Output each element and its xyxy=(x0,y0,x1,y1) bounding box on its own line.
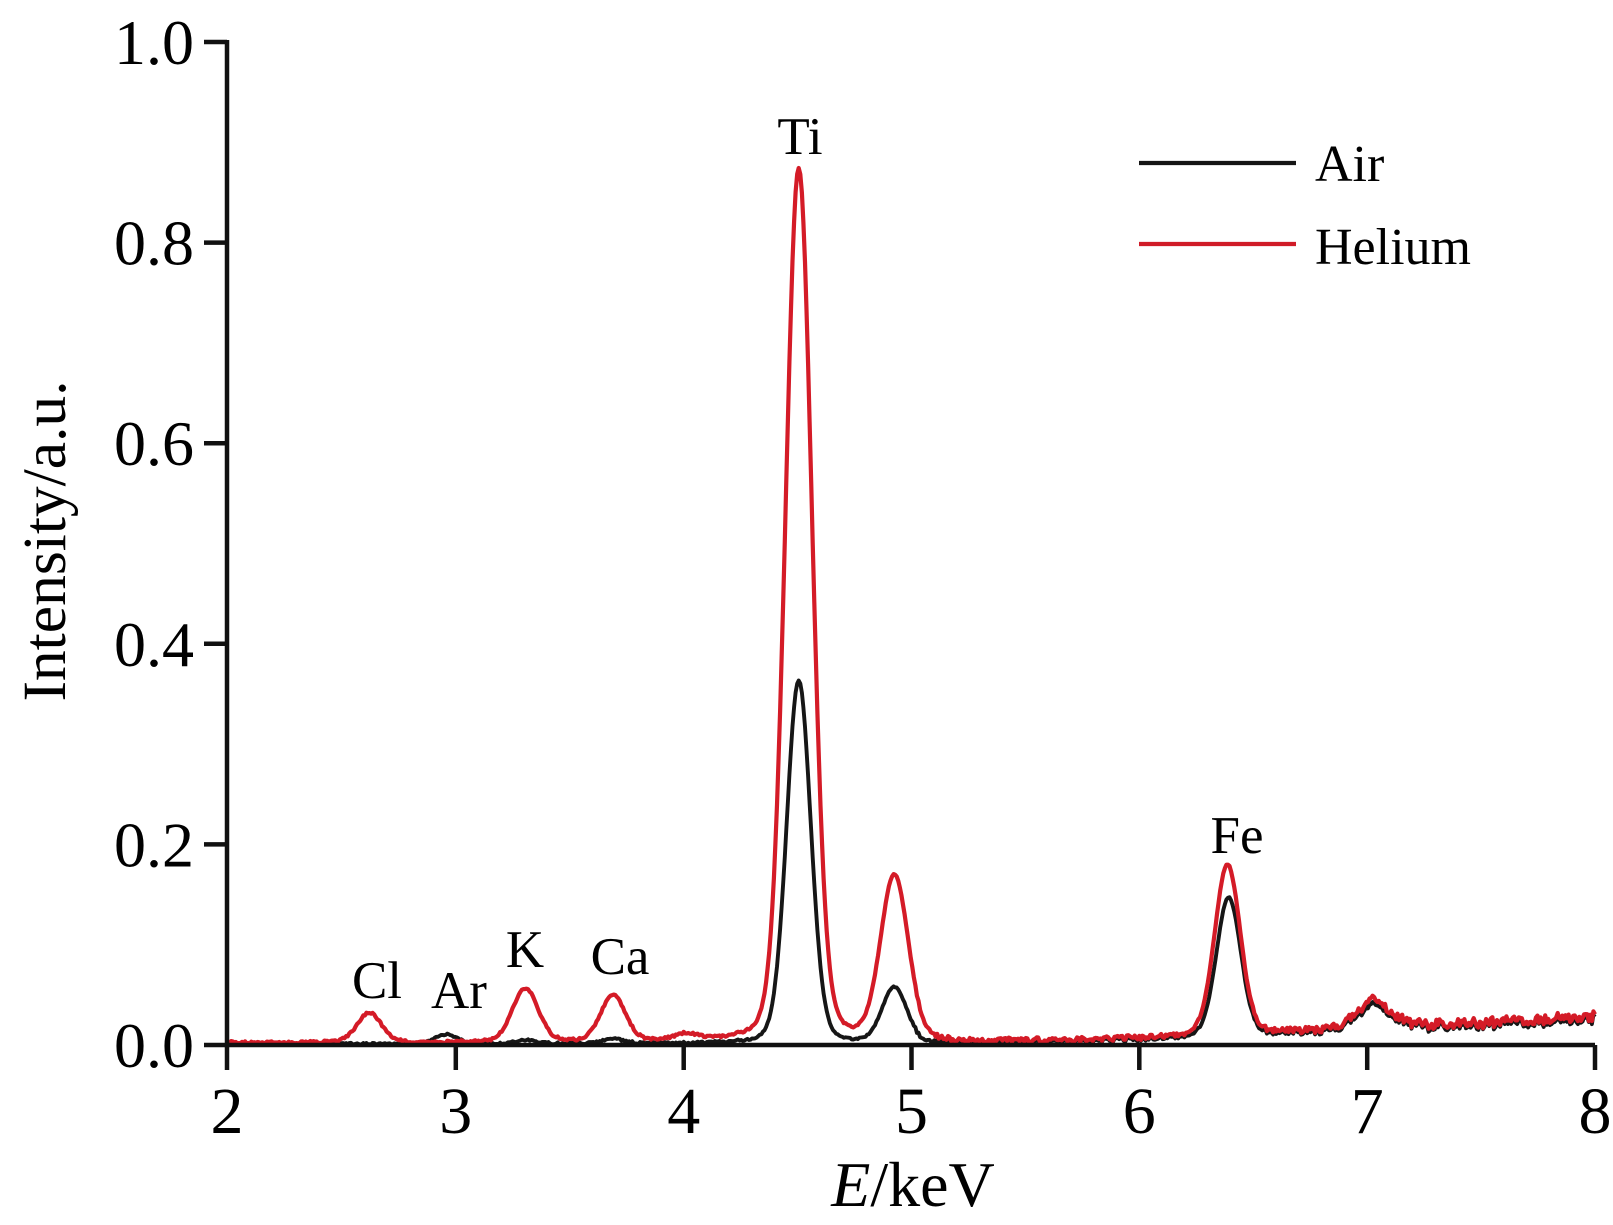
svg-text:0.4: 0.4 xyxy=(114,609,194,680)
svg-text:Ti: Ti xyxy=(777,108,822,166)
svg-text:4: 4 xyxy=(667,1075,700,1148)
svg-text:8: 8 xyxy=(1579,1075,1612,1148)
svg-text:K: K xyxy=(506,921,544,979)
svg-text:5: 5 xyxy=(895,1075,928,1148)
svg-text:Air: Air xyxy=(1315,136,1384,193)
svg-text:7: 7 xyxy=(1351,1075,1384,1148)
svg-text:2: 2 xyxy=(211,1075,244,1148)
svg-text:Intensity/a.u.: Intensity/a.u. xyxy=(11,380,79,701)
svg-text:Cl: Cl xyxy=(352,952,402,1010)
svg-text:Ar: Ar xyxy=(431,962,487,1020)
svg-text:0.8: 0.8 xyxy=(114,208,194,279)
svg-text:E/keV: E/keV xyxy=(830,1149,995,1220)
svg-text:Helium: Helium xyxy=(1315,219,1471,276)
svg-text:1.0: 1.0 xyxy=(114,7,194,78)
svg-text:6: 6 xyxy=(1123,1075,1156,1148)
svg-text:0.2: 0.2 xyxy=(114,809,194,880)
svg-text:0.0: 0.0 xyxy=(114,1010,194,1081)
svg-text:3: 3 xyxy=(439,1075,472,1148)
svg-text:Fe: Fe xyxy=(1211,807,1264,865)
svg-text:0.6: 0.6 xyxy=(114,408,194,479)
svg-text:Ca: Ca xyxy=(591,928,650,986)
